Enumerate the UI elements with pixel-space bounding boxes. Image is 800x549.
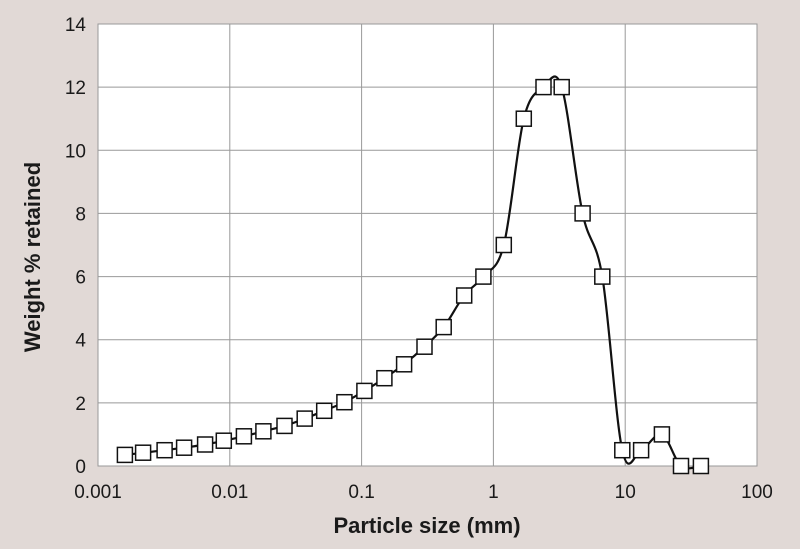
x-tick-label: 100 (741, 482, 773, 503)
data-point-marker (594, 268, 611, 285)
x-axis-ticks: 0.001 0.01 0.1 1 10 100 (74, 482, 773, 503)
data-point-marker (175, 439, 193, 456)
data-point-marker (376, 369, 393, 387)
data-point-marker (276, 417, 293, 435)
y-tick-label: 8 (75, 204, 86, 225)
data-point-marker (134, 444, 152, 461)
y-axis-ticks: 0 2 4 6 8 10 12 14 (65, 15, 87, 478)
data-point-marker (495, 236, 513, 254)
y-tick-label: 14 (65, 15, 87, 36)
data-point-marker (574, 205, 591, 222)
data-point-marker (215, 432, 233, 449)
y-tick-label: 4 (75, 331, 86, 352)
data-point-marker (553, 78, 570, 96)
plot-area (97, 23, 758, 467)
y-tick-label: 6 (75, 268, 86, 289)
data-point-marker (672, 457, 690, 475)
data-point-marker (356, 382, 373, 400)
y-tick-label: 12 (65, 78, 86, 99)
x-tick-label: 10 (615, 482, 636, 503)
data-point-marker (255, 423, 272, 440)
y-axis-title: Weight % retained (20, 162, 45, 352)
data-point-marker (653, 426, 671, 443)
data-point-marker (614, 441, 631, 459)
data-point-marker (416, 338, 433, 355)
x-tick-label: 0.001 (74, 482, 122, 503)
data-point-marker (296, 410, 313, 427)
data-point-marker (535, 78, 552, 96)
y-tick-label: 2 (75, 394, 86, 415)
data-point-marker (235, 428, 253, 445)
x-tick-label: 0.01 (211, 482, 248, 503)
series-markers (116, 78, 710, 475)
data-point-marker (435, 318, 452, 336)
data-point-marker (515, 110, 533, 127)
data-point-marker (336, 393, 353, 411)
data-point-marker (315, 402, 333, 420)
y-tick-label: 10 (65, 141, 86, 162)
grid (97, 23, 758, 467)
data-point-marker (692, 457, 710, 475)
data-point-marker (156, 441, 173, 459)
data-point-marker (455, 287, 473, 304)
data-point-marker (632, 441, 650, 459)
data-point-marker (475, 268, 492, 285)
data-point-marker (395, 356, 413, 373)
y-tick-label: 0 (75, 457, 86, 478)
x-tick-label: 1 (488, 482, 499, 503)
data-point-marker (196, 436, 214, 453)
x-tick-label: 0.1 (348, 482, 374, 503)
data-point-marker (116, 446, 134, 464)
x-axis-title: Particle size (mm) (333, 513, 520, 538)
